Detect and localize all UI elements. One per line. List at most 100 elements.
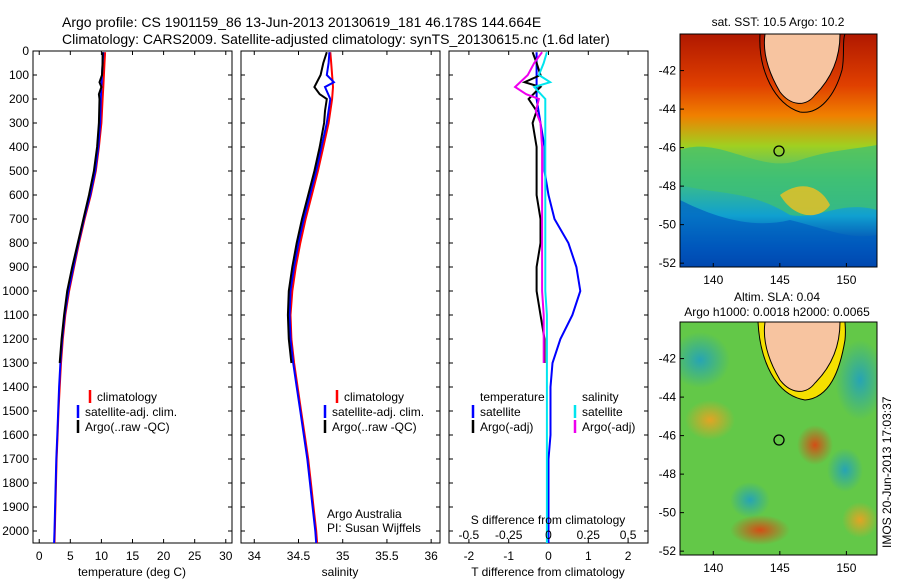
- sst-map-title: sat. SST: 10.5 Argo: 10.2: [712, 15, 845, 29]
- y-tick-label: 1300: [2, 356, 29, 370]
- map-y-tick-label: -52: [659, 256, 677, 270]
- y-tick-label: 1700: [2, 452, 29, 466]
- series-line-s-argo-adj-: [513, 51, 545, 363]
- salinity-legend: climatology satellite-adj. clim. Argo(..…: [323, 390, 424, 434]
- legend-title-salinity: salinity: [582, 390, 619, 404]
- figure-title-line1: Argo profile: CS 1901159_86 13-Jun-2013 …: [62, 14, 541, 30]
- y-tick-label: 900: [9, 260, 29, 274]
- map-x-tick-label: 150: [836, 561, 856, 575]
- figure-title-line2: Climatology: CARS2009. Satellite-adjuste…: [62, 31, 610, 47]
- difference-x2ticks: -0.5 -0.25 0 0.25 0.5: [459, 528, 637, 542]
- difference-legend: temperature satellite Argo(-adj) salinit…: [471, 390, 635, 434]
- argo-position-marker: [773, 434, 785, 446]
- series-line-satellite-adj-clim-: [53, 52, 105, 544]
- y-tick-label: 1200: [2, 332, 29, 346]
- sst-blue-band: [680, 200, 877, 267]
- x-tick-label: 15: [126, 549, 140, 563]
- y-tick-label: 300: [9, 116, 29, 130]
- map-y-tick-label: -52: [659, 544, 677, 558]
- y-tick-label: 1600: [2, 428, 29, 442]
- legend-label-t-satellite: satellite: [480, 405, 521, 419]
- map-y-tick-label: -44: [659, 390, 677, 404]
- salinity-annotation-line1: Argo Australia: [327, 507, 402, 521]
- x-tick-label: 2: [625, 549, 632, 563]
- x-tick-label: 1: [585, 549, 592, 563]
- temperature-plot: 0 5 10 15 20 25 300100200300400500600700800900…: [2, 44, 232, 563]
- sst-map-frame: [679, 33, 878, 268]
- temperature-legend: climatology satellite-adj. clim. Argo(..…: [76, 390, 177, 434]
- legend-label-satellite: satellite-adj. clim.: [332, 405, 424, 419]
- y-tick-label: 1500: [2, 404, 29, 418]
- map-x-tick-label: 140: [703, 273, 723, 287]
- map-x-tick-label: 145: [770, 273, 790, 287]
- imos-timestamp: IMOS 20-Jun-2013 17:03:37: [880, 396, 894, 548]
- sst-map: sat. SST: 10.5 Argo: 10.2 140 145 150 -42 -4…: [659, 15, 878, 287]
- y-tick-label: 1000: [2, 284, 29, 298]
- difference-x2label: S difference from climatology: [471, 513, 626, 527]
- series-line-argo-raw-qc-: [58, 52, 104, 364]
- legend-label-s-argo: Argo(-adj): [582, 420, 635, 434]
- difference-xlabel: T difference from climatology: [471, 565, 625, 579]
- map-y-tick-label: -48: [659, 467, 677, 481]
- series-line-satellite-adj-clim-: [288, 52, 336, 544]
- sla-high-2: [730, 515, 790, 545]
- sla-map-frame: [679, 321, 878, 556]
- legend-label-t-argo: Argo(-adj): [480, 420, 533, 434]
- map-x-tick-label: 150: [836, 273, 856, 287]
- map-y-tick-label: -42: [659, 64, 677, 78]
- x2-tick-label: -0.25: [495, 528, 523, 542]
- sla-low-3: [730, 482, 770, 518]
- x-tick-label: 36: [424, 549, 438, 563]
- salinity-panel: [240, 50, 441, 544]
- sla-high-4: [842, 502, 877, 538]
- y-tick-label: 800: [9, 236, 29, 250]
- map-x-tick-label: 140: [703, 561, 723, 575]
- x-tick-label: 25: [188, 549, 202, 563]
- temperature-panel: [32, 50, 233, 544]
- map-y-tick-label: -46: [659, 141, 677, 155]
- y-tick-label: 600: [9, 188, 29, 202]
- x-tick-label: 0: [36, 549, 43, 563]
- sst-contour: [759, 34, 846, 113]
- sst-warm-eddy: [780, 186, 830, 216]
- x-tick-label: 0: [545, 549, 552, 563]
- x-tick-label: 20: [157, 549, 171, 563]
- sla-map-axes: 140 145 150 -42 -44 -46 -48 -50 -52: [659, 352, 857, 575]
- sla-map-subtitle: Argo h1000: 0.0018 h2000: 0.0065: [684, 305, 870, 319]
- legend-label-climatology: climatology: [344, 390, 404, 404]
- y-tick-label: 500: [9, 164, 29, 178]
- y-tick-label: 1400: [2, 380, 29, 394]
- sla-low-1: [680, 332, 730, 388]
- tasmania-land: [763, 34, 841, 104]
- y-tick-label: 1100: [3, 308, 29, 322]
- legend-label-argo: Argo(..raw -QC): [85, 420, 170, 434]
- sla-map: Altim. SLA: 0.04 Argo h1000: 0.0018 h200…: [659, 290, 878, 575]
- series-line-s-satellite: [532, 51, 553, 543]
- legend-label-satellite: satellite-adj. clim.: [85, 405, 177, 419]
- legend-label-argo: Argo(..raw -QC): [332, 420, 417, 434]
- x-tick-label: 5: [67, 549, 74, 563]
- legend-label-climatology: climatology: [97, 390, 157, 404]
- y-tick-label: 200: [9, 92, 29, 106]
- map-x-tick-label: 145: [770, 561, 790, 575]
- tasmania-land: [763, 322, 841, 392]
- argo-position-marker: [773, 145, 785, 157]
- series-line-t-satellite: [535, 52, 582, 543]
- map-y-tick-label: -42: [659, 352, 677, 366]
- series-line-argo-raw-qc-: [286, 51, 328, 364]
- salinity-xlabel: salinity: [322, 565, 359, 579]
- sla-high-1: [797, 425, 833, 465]
- x-tick-label: 10: [95, 549, 109, 563]
- salinity-plot: 34 34.5 35 35.5 36: [241, 50, 440, 563]
- x2-tick-label: 0: [545, 528, 552, 542]
- y-tick-label: 1900: [2, 500, 29, 514]
- sla-map-title: Altim. SLA: 0.04: [734, 290, 820, 304]
- sla-high-3: [685, 400, 735, 440]
- y-tick-label: 400: [9, 140, 29, 154]
- x-tick-label: -1: [503, 549, 514, 563]
- x-tick-label: 35: [336, 549, 350, 563]
- difference-plot: -2 -1 0 1 2: [449, 50, 648, 563]
- sla-low-2: [835, 340, 877, 420]
- legend-title-temperature: temperature: [480, 390, 545, 404]
